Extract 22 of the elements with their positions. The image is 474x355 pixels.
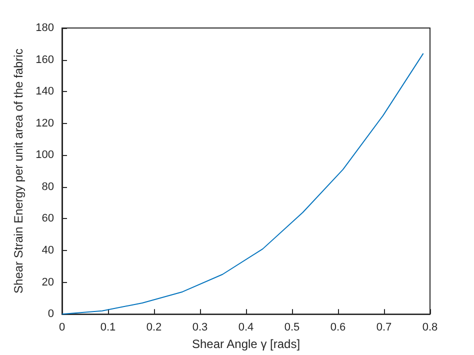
x-axis-title: Shear Angle γ [rads] bbox=[192, 337, 300, 351]
y-axis-title: Shear Strain Energy per unit area of the fabric bbox=[12, 48, 26, 294]
y-tick-label: 80 bbox=[42, 180, 54, 193]
x-tick-label: 0.5 bbox=[284, 322, 300, 334]
x-tick-label: 0.7 bbox=[376, 322, 392, 334]
y-tick-label: 180 bbox=[36, 22, 54, 34]
y-tick-label: 100 bbox=[36, 149, 54, 162]
y-tick-label: 20 bbox=[42, 276, 54, 288]
line-series bbox=[62, 52, 424, 315]
y-tick-label: 0 bbox=[48, 308, 54, 320]
x-tick-label: 0.4 bbox=[238, 322, 254, 334]
x-tick-label: 0.3 bbox=[192, 322, 208, 334]
x-tick-label: 0.8 bbox=[422, 322, 438, 334]
y-tick-label: 40 bbox=[42, 244, 54, 257]
x-tick-label: 0 bbox=[58, 322, 66, 334]
y-tick-label: 120 bbox=[36, 117, 54, 130]
y-tick-label: 140 bbox=[36, 86, 54, 98]
x-tick-label: 0.1 bbox=[100, 322, 116, 334]
y-tick-label: 60 bbox=[42, 212, 54, 225]
x-tick-label: 0.2 bbox=[146, 322, 162, 334]
y-tick-label: 160 bbox=[36, 54, 54, 66]
x-tick-label: 0.6 bbox=[330, 322, 346, 334]
